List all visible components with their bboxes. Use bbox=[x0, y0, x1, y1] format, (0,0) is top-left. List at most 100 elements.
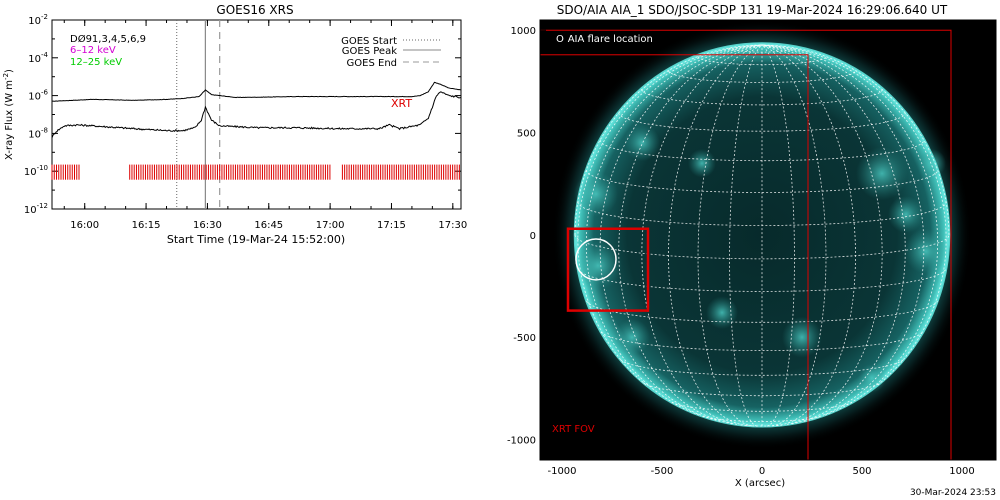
legend-goes-peak: GOES Peak bbox=[342, 46, 397, 57]
goes-series-upper bbox=[52, 81, 462, 102]
aia-y-tick-label: 1000 bbox=[511, 26, 536, 37]
legend-6-12-kev: 6–12 keV bbox=[70, 45, 116, 56]
aia-x-tick-label: 0 bbox=[759, 466, 765, 477]
longitude-line bbox=[729, 44, 763, 427]
longitude-line bbox=[574, 44, 763, 235]
y-tick-exponent: -12 bbox=[37, 202, 48, 210]
y-tick-exponent: -2 bbox=[41, 13, 48, 21]
y-tick-base: 10 bbox=[28, 16, 41, 27]
longitude-line bbox=[577, 44, 763, 386]
y-tick-label: 10-4 bbox=[28, 51, 48, 65]
goes-legend-right: GOES Start GOES Peak GOES End bbox=[341, 36, 441, 69]
latitude-line bbox=[668, 70, 856, 83]
longitude-line bbox=[761, 44, 856, 426]
active-region-glow bbox=[904, 228, 948, 274]
y-tick-label: 10-2 bbox=[28, 13, 48, 27]
aia-legend-symbol: O bbox=[556, 34, 564, 45]
xrt-fov-label: XRT FOV bbox=[552, 424, 595, 435]
goes-series-lower bbox=[51, 91, 462, 138]
goes-series bbox=[51, 81, 462, 138]
aia-x-tick-label: 1000 bbox=[949, 466, 974, 477]
goes-title: GOES16 XRS bbox=[216, 3, 293, 17]
x-tick-label: 17:15 bbox=[377, 220, 406, 231]
x-tick-label: 16:00 bbox=[70, 220, 99, 231]
longitude-line bbox=[599, 44, 763, 422]
goes-x-axis-label: Start Time (19-Mar-24 15:52:00) bbox=[167, 233, 345, 246]
aia-x-axis: -1000 -500 0 500 1000 bbox=[547, 454, 975, 477]
goes-event-lines bbox=[176, 20, 221, 209]
aia-y-tick-label: -500 bbox=[513, 333, 536, 344]
xrt-coverage-bars bbox=[51, 164, 460, 180]
latitude-line bbox=[600, 331, 924, 352]
longitude-line bbox=[585, 44, 763, 416]
aia-x-tick-label: -500 bbox=[651, 466, 674, 477]
y-tick-exponent: -8 bbox=[41, 126, 48, 134]
y-tick-base: 10 bbox=[28, 92, 41, 103]
legend-12-25-kev: 12–25 keV bbox=[70, 57, 122, 68]
active-region-glow bbox=[624, 124, 660, 162]
y-tick-exponent: -10 bbox=[37, 164, 48, 172]
aia-y-tick-label: 500 bbox=[517, 129, 536, 140]
legend-channel-label: DØ91,3,4,5,6,9 bbox=[70, 33, 146, 45]
goes-y-axis-label-text: X-ray Flux (W m bbox=[4, 80, 15, 160]
goes-y-axis-label-exponent: -2 bbox=[2, 73, 10, 80]
latitude-line bbox=[729, 47, 795, 53]
aia-y-tick-label: 0 bbox=[530, 231, 536, 242]
x-tick-label: 16:15 bbox=[132, 220, 161, 231]
goes-legend-left: DØ91,3,4,5,6,9 6–12 keV 12–25 keV bbox=[70, 33, 146, 68]
x-tick-label: 16:30 bbox=[193, 220, 222, 231]
aia-plot-frame bbox=[539, 19, 997, 461]
xrt-label: XRT bbox=[391, 97, 412, 110]
aia-flare-location-circle bbox=[575, 238, 617, 281]
longitude-line bbox=[761, 44, 939, 416]
y-tick-label: 10-12 bbox=[24, 202, 48, 216]
flare-region-box bbox=[566, 227, 650, 312]
longitude-line bbox=[668, 44, 763, 426]
active-region-glow bbox=[688, 148, 716, 178]
latitude-line bbox=[577, 268, 947, 292]
active-region-glow bbox=[856, 146, 908, 201]
y-tick-base: 10 bbox=[28, 54, 41, 65]
solar-disk bbox=[552, 20, 972, 450]
aia-x-axis-label: X (arcsec) bbox=[735, 478, 785, 489]
x-tick-label: 17:00 bbox=[316, 220, 345, 231]
y-tick-base: 10 bbox=[24, 167, 37, 178]
x-tick-label: 16:45 bbox=[254, 220, 283, 231]
aia-y-tick-label: -1000 bbox=[507, 436, 536, 447]
aia-x-tick-label: -1000 bbox=[547, 466, 576, 477]
goes-x-axis: 16:00 16:15 16:30 16:45 17:00 17:15 17:30 bbox=[63, 20, 467, 231]
y-tick-label: 10-8 bbox=[28, 126, 48, 140]
y-tick-base: 10 bbox=[24, 205, 37, 216]
longitude-line bbox=[761, 44, 827, 427]
latitude-line bbox=[643, 382, 881, 397]
active-region-glow bbox=[888, 196, 924, 233]
longitude-line bbox=[761, 44, 947, 386]
latitude-line bbox=[585, 169, 939, 193]
active-region-glow bbox=[614, 318, 650, 356]
longitude-line bbox=[761, 44, 795, 427]
active-region-glow bbox=[782, 316, 822, 358]
aia-y-axis: 1000 500 0 -500 -1000 bbox=[507, 26, 546, 447]
y-tick-label: 10-6 bbox=[28, 89, 48, 103]
legend-goes-start: GOES Start bbox=[341, 36, 397, 47]
aia-title: SDO/AIA AIA_1 SDO/JSOC-SDP 131 19-Mar-20… bbox=[557, 3, 948, 17]
y-tick-exponent: -6 bbox=[41, 89, 49, 97]
legend-goes-end: GOES End bbox=[347, 58, 397, 69]
longitude-line bbox=[761, 44, 906, 425]
aia-x-tick-label: 500 bbox=[852, 466, 871, 477]
solar-disk-body bbox=[575, 43, 949, 427]
goes-y-axis-label: X-ray Flux (W m-2) bbox=[2, 69, 15, 160]
aia-image-panel: SDO/AIA AIA_1 SDO/JSOC-SDP 131 19-Mar-20… bbox=[507, 3, 997, 489]
longitude-line bbox=[697, 44, 763, 427]
x-tick-label: 17:30 bbox=[438, 220, 467, 231]
longitude-line bbox=[761, 44, 950, 235]
aia-legend: O AIA flare location bbox=[556, 34, 653, 45]
y-tick-base: 10 bbox=[28, 129, 41, 140]
longitude-line bbox=[618, 44, 763, 425]
aia-legend-text: AIA flare location bbox=[568, 34, 653, 45]
active-region-glow bbox=[706, 296, 738, 330]
y-tick-label: 10-10 bbox=[24, 164, 48, 178]
